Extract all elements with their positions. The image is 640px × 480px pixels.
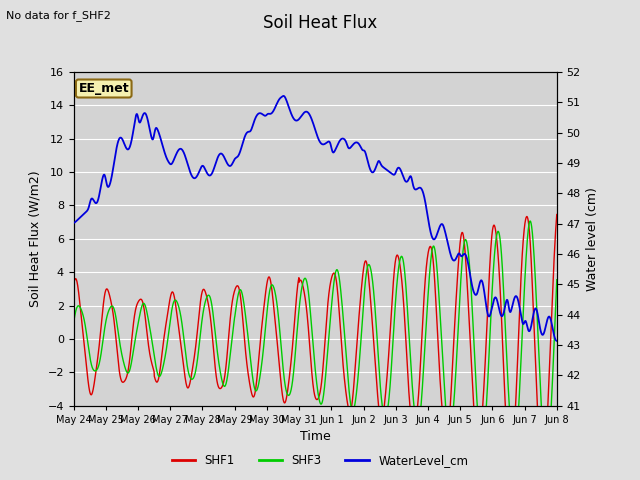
Text: EE_met: EE_met bbox=[79, 82, 129, 95]
Y-axis label: Soil Heat Flux (W/m2): Soil Heat Flux (W/m2) bbox=[29, 170, 42, 307]
Legend: SHF1, SHF3, WaterLevel_cm: SHF1, SHF3, WaterLevel_cm bbox=[167, 449, 473, 472]
Text: Soil Heat Flux: Soil Heat Flux bbox=[263, 14, 377, 33]
Text: No data for f_SHF2: No data for f_SHF2 bbox=[6, 10, 111, 21]
X-axis label: Time: Time bbox=[300, 430, 331, 443]
Y-axis label: Water level (cm): Water level (cm) bbox=[586, 187, 599, 291]
